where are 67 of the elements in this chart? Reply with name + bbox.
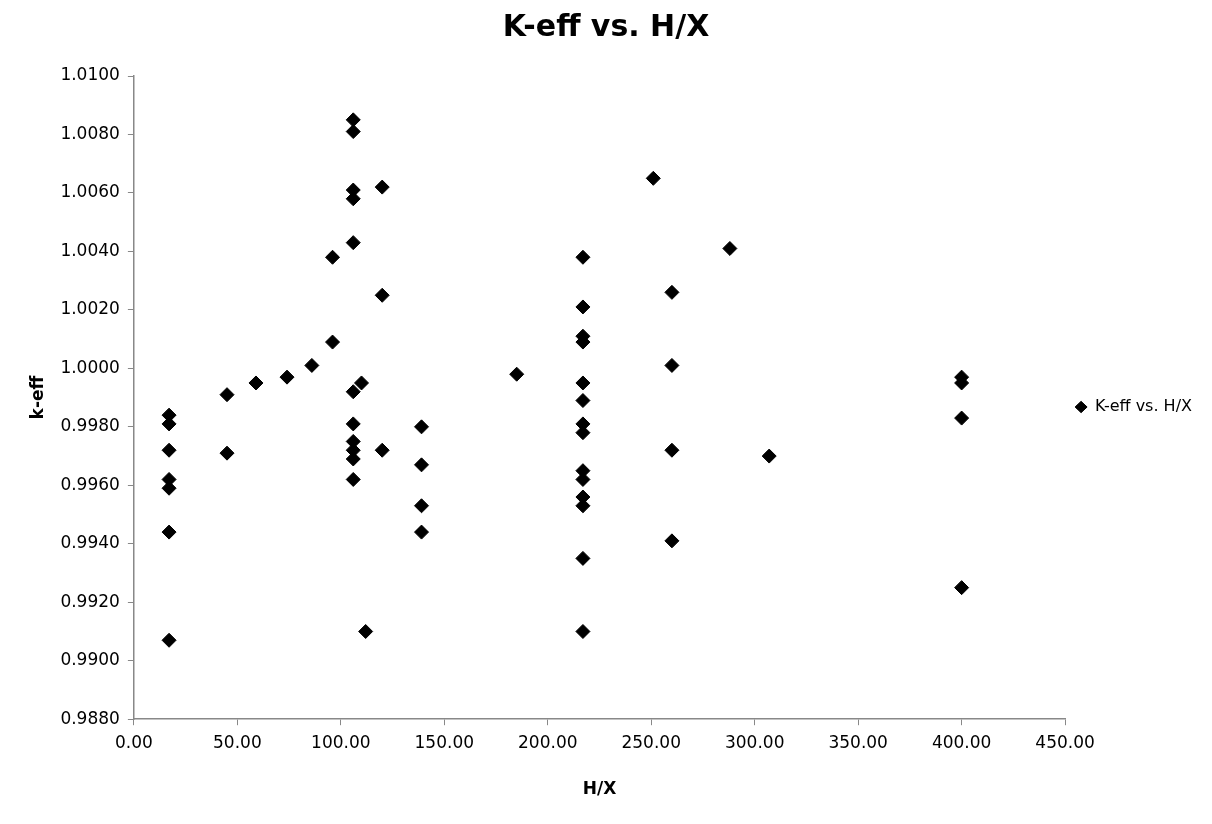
y-tick-label: 0.9880 — [60, 707, 120, 728]
point — [345, 471, 361, 487]
point — [664, 357, 680, 373]
point — [161, 524, 177, 540]
y-tick-label: 1.0020 — [60, 298, 120, 319]
y-tick-label: 1.0100 — [60, 64, 120, 85]
y-tick-label: 0.9920 — [60, 590, 120, 611]
point — [345, 235, 361, 251]
point — [358, 623, 374, 639]
point — [954, 580, 970, 596]
point — [575, 249, 591, 265]
point — [954, 410, 970, 426]
point — [325, 334, 341, 350]
point — [279, 369, 295, 385]
x-tick-label: 300.00 — [724, 731, 785, 752]
point — [248, 375, 264, 391]
point — [345, 112, 361, 128]
point — [509, 366, 525, 382]
point — [414, 524, 430, 540]
x-tick-label: 350.00 — [828, 731, 888, 752]
point — [575, 550, 591, 566]
y-axis-title: k-eff — [26, 375, 47, 420]
point — [645, 170, 661, 186]
x-axis-title: H/X — [582, 778, 617, 799]
point — [374, 442, 390, 458]
x-tick-label: 100.00 — [311, 731, 371, 752]
y-tick-label: 1.0060 — [60, 181, 120, 202]
x-tick-label: 250.00 — [621, 731, 681, 752]
point — [161, 632, 177, 648]
y-tick-label: 0.9980 — [60, 415, 120, 436]
point — [664, 284, 680, 300]
point — [761, 448, 777, 464]
point — [345, 124, 361, 140]
point — [575, 623, 591, 639]
y-tick-label: 0.9940 — [60, 532, 120, 553]
point — [414, 419, 430, 435]
point — [414, 498, 430, 514]
point — [575, 393, 591, 409]
y-tick-label: 1.0040 — [60, 239, 120, 260]
point — [161, 442, 177, 458]
point — [345, 384, 361, 400]
point — [575, 299, 591, 315]
point — [722, 241, 738, 256]
y-tick-label: 0.9960 — [60, 473, 120, 494]
x-tick-label: 0.00 — [114, 731, 153, 752]
legend-label: K-eff vs. H/X — [1095, 396, 1193, 416]
x-tick-label: 450.00 — [1035, 731, 1095, 752]
x-tick-label: 200.00 — [518, 731, 578, 752]
point — [325, 249, 341, 265]
point — [664, 442, 680, 458]
point — [354, 375, 370, 391]
point — [374, 179, 390, 195]
y-tick-label: 1.0000 — [60, 356, 120, 377]
point — [664, 533, 680, 549]
x-tick-label: 400.00 — [931, 731, 992, 752]
x-tick-label: 150.00 — [414, 731, 475, 752]
y-tick-label: 0.9900 — [60, 649, 120, 670]
point — [414, 457, 430, 473]
point — [345, 416, 361, 432]
point — [304, 357, 320, 373]
point — [575, 375, 591, 391]
chart-title: K-eff vs. H/X — [502, 7, 710, 43]
y-tick-label: 1.0080 — [60, 122, 120, 143]
point — [219, 387, 235, 403]
x-tick-label: 50.00 — [213, 731, 262, 752]
point — [374, 287, 390, 303]
point — [219, 445, 235, 461]
